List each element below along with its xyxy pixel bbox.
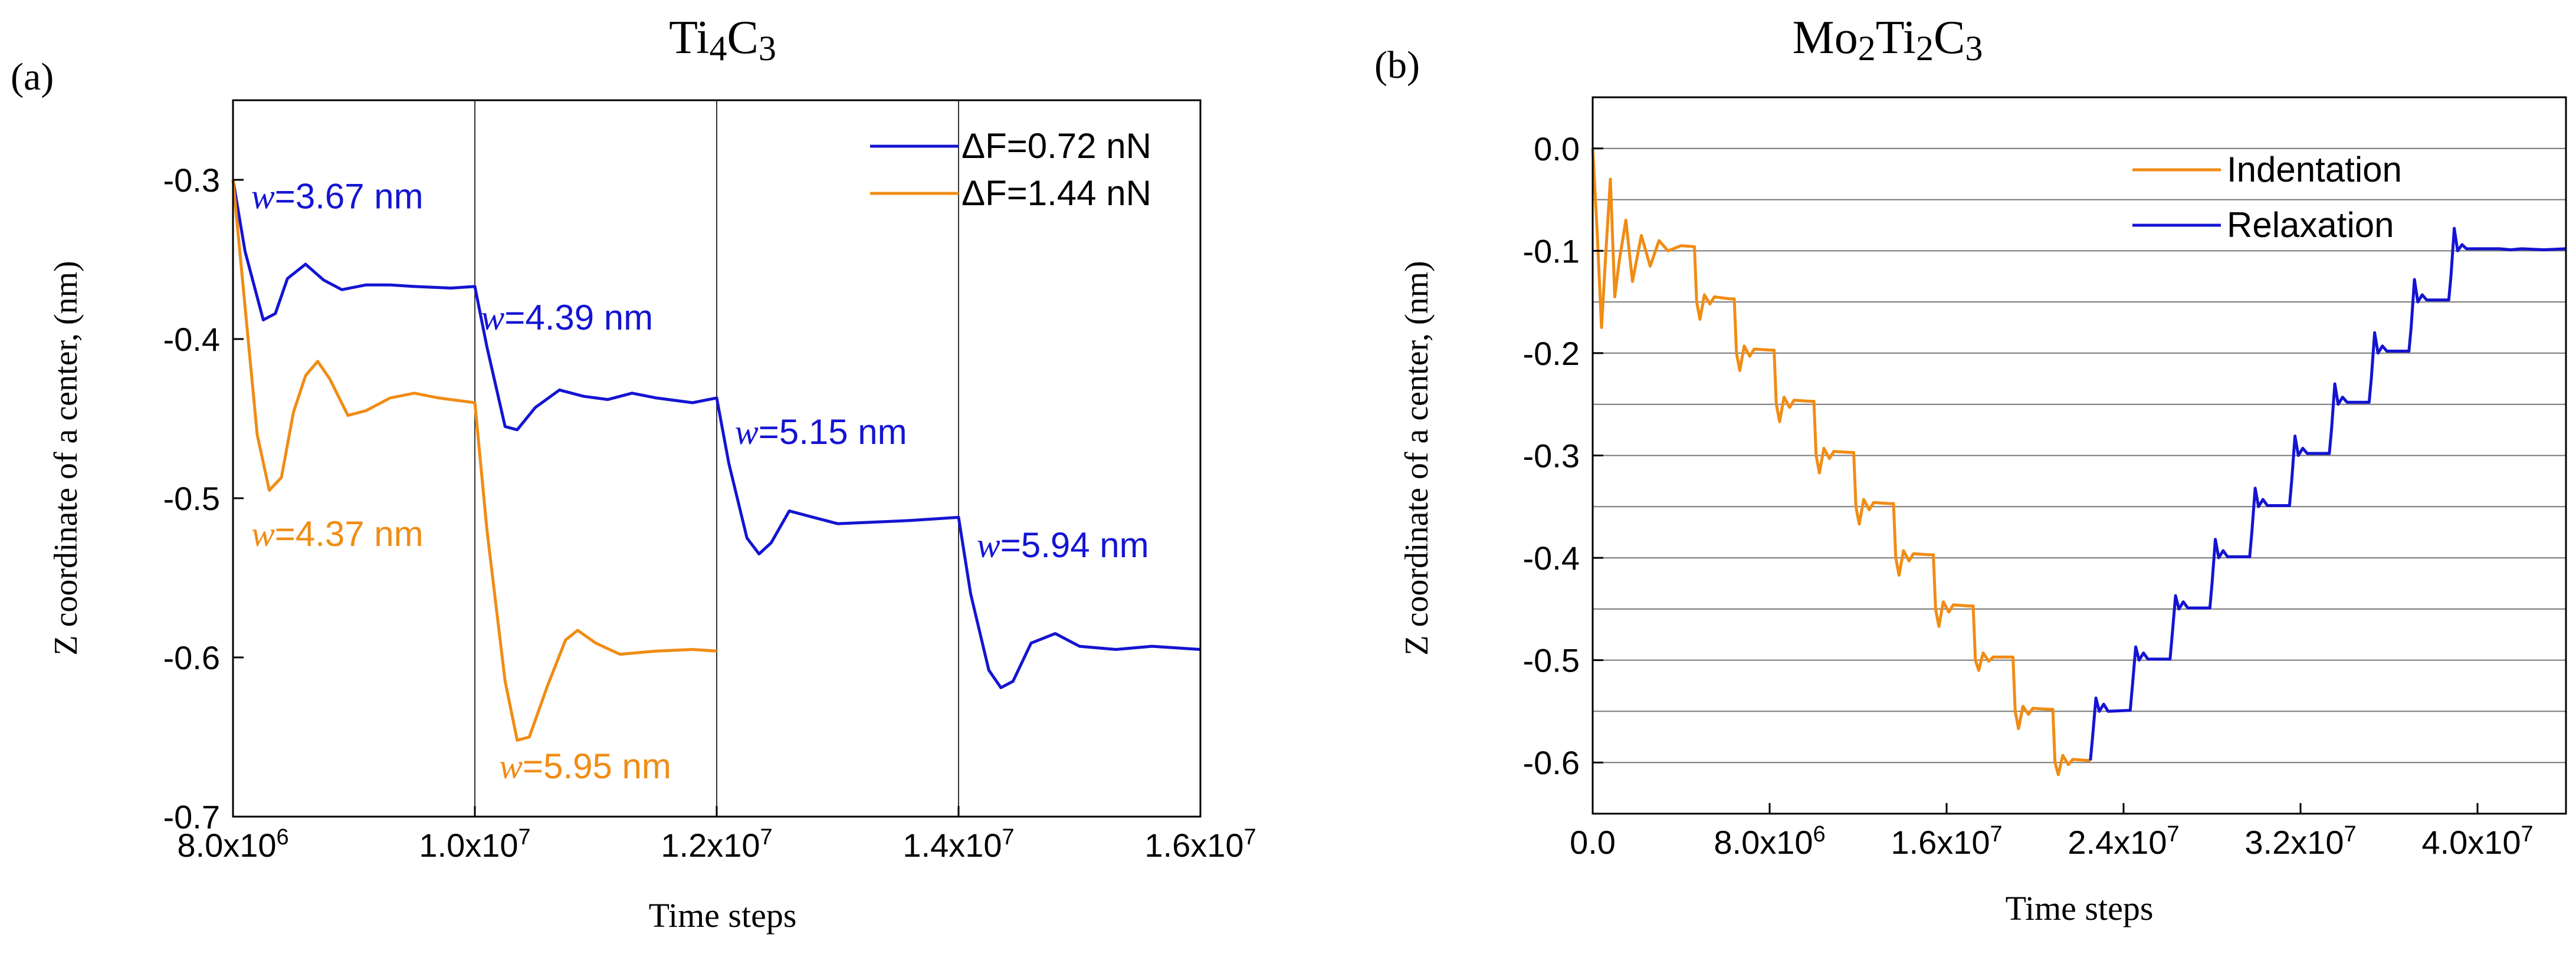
panel-a-xtick-label: 1.4x107 (903, 825, 1014, 864)
panel-a-legend: ΔF=0.72 nN ΔF=1.44 nN (870, 126, 1151, 213)
panel-b-ytick-label: -0.5 (1523, 642, 1580, 679)
panel-a-ytick-label: -0.4 (163, 321, 221, 358)
panel-a-xtick-label: 1.0x107 (419, 825, 530, 864)
panel-b-xtick-label: 2.4x107 (2068, 822, 2179, 861)
panel-a-ytick-label: -0.5 (163, 480, 221, 517)
panel-b-xtick-label: 4.0x107 (2421, 822, 2533, 861)
legend-label-relaxation: Relaxation (2227, 205, 2394, 245)
panel-b-chart: Mo2Ti2C3 0.0 -0.1 -0.2 -0.3 -0.4 -0.5 -0.6 0.0… (1399, 12, 2567, 927)
panel-a-xtick-label: 1.2x107 (661, 825, 772, 864)
annotation-width-label: w=5.94 nm (977, 525, 1149, 565)
panel-b-series-relaxation (2089, 226, 2567, 761)
panel-b-xtick-label: 0.0 (1570, 824, 1616, 861)
annotation-width-label: w=5.95 nm (499, 746, 671, 786)
panel-b-y-axis-label: Z coordinate of a center, (nm) (1399, 261, 1435, 655)
panel-a-xtick-label: 8.0x106 (177, 825, 288, 864)
panel-b-legend: Indentation Relaxation (2132, 150, 2402, 245)
panel-a-series-f-1-44-nn (231, 179, 717, 742)
panel-a-label: (a) (11, 55, 54, 98)
panel-a-ytick-label: -0.7 (163, 798, 221, 835)
panel-a-chart: Ti4C3 -0.3 -0.4 -0.5 -0.6 -0.7 8.0x106 1.0x10… (48, 12, 1256, 935)
panel-b-xtick-label: 8.0x106 (1714, 822, 1825, 861)
panel-b-series-indentation (1591, 148, 2091, 777)
legend-label-df-144: ΔF=1.44 nN (962, 173, 1151, 213)
panel-b-ytick-label: 0.0 (1534, 130, 1580, 167)
panel-b-xtick-label: 3.2x107 (2244, 822, 2356, 861)
legend-label-df-072: ΔF=0.72 nN (962, 126, 1151, 166)
panel-b-ytick-label: -0.6 (1523, 744, 1580, 781)
legend-label-indentation: Indentation (2227, 150, 2402, 189)
annotation-width-label: w=4.37 nm (251, 514, 424, 554)
annotation-width-label: w=5.15 nm (735, 412, 907, 452)
panel-a-xtick-label: 1.6x107 (1144, 825, 1256, 864)
panel-b-title: Mo2Ti2C3 (1793, 12, 1983, 68)
panel-a-y-axis-label: Z coordinate of a center, (nm) (48, 261, 84, 655)
panel-b-ytick-label: -0.3 (1523, 437, 1580, 475)
panel-b-ytick-label: -0.1 (1523, 232, 1580, 269)
panel-a-title: Ti4C3 (669, 12, 776, 68)
panel-a-series-f-0-72-nn (231, 179, 1201, 689)
panel-b-ytick-label: -0.2 (1523, 335, 1580, 372)
panel-b-x-axis-label: Time steps (2006, 889, 2154, 927)
panel-b-label: (b) (1374, 44, 1420, 87)
panel-a-ytick-label: -0.6 (163, 639, 221, 676)
annotation-width-label: w=4.39 nm (481, 298, 653, 337)
annotation-width-label: w=3.67 nm (251, 177, 424, 216)
panel-a-ytick-label: -0.3 (163, 162, 221, 199)
panel-b-ytick-label: -0.4 (1523, 539, 1580, 577)
panel-a-x-axis-label: Time steps (649, 896, 797, 935)
panel-b-xtick-label: 1.6x107 (1891, 822, 2002, 861)
